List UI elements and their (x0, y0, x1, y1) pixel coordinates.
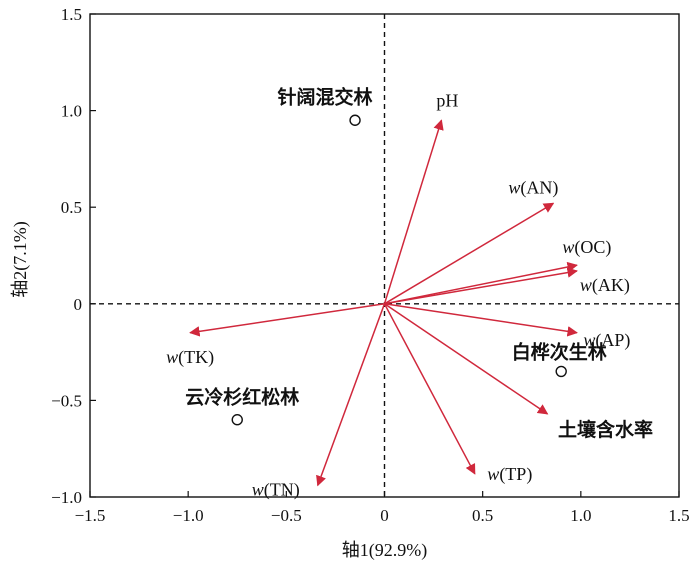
y-tick-label: 0.5 (61, 198, 82, 217)
x-tick-label: 1.0 (570, 506, 591, 525)
vector-label: 土壤含水率 (558, 418, 653, 441)
site-point (231, 414, 243, 426)
vector-arrow (383, 119, 444, 305)
y-axis-title: 轴2(7.1%) (10, 221, 31, 297)
x-tick-label: 1.5 (668, 506, 689, 525)
vector-label: w(OC) (562, 237, 611, 258)
vector-arrow (384, 202, 555, 305)
vector-label: pH (436, 90, 458, 110)
vector-label: w(TP) (487, 464, 532, 485)
vector-arrow (189, 303, 385, 337)
vector-arrow (384, 303, 549, 415)
x-tick-label: −1.0 (173, 506, 204, 525)
x-axis-title: 轴1(92.9%) (342, 540, 427, 561)
vector-arrow (384, 303, 578, 337)
site-label: 针阔混交林 (278, 85, 373, 108)
vector-arrow (383, 303, 476, 475)
y-tick-label: 1.5 (61, 5, 82, 24)
y-tick-label: 0 (74, 295, 83, 314)
vector-arrow (316, 303, 386, 487)
vector-label: w(TK) (166, 347, 214, 368)
site-label: 白桦次生林 (512, 340, 607, 363)
site-label: 云冷杉红松林 (185, 386, 299, 409)
vector-arrow (384, 261, 578, 305)
y-tick-label: −0.5 (51, 391, 82, 410)
x-tick-label: 0 (380, 506, 389, 525)
y-tick-label: −1.0 (51, 488, 82, 507)
x-tick-label: 0.5 (472, 506, 493, 525)
vector-arrow (384, 267, 578, 305)
vector-label: w(AK) (580, 275, 630, 296)
x-tick-label: −1.5 (75, 506, 106, 525)
y-tick-label: 1.0 (61, 102, 82, 121)
vector-label: w(TN) (252, 479, 300, 500)
vector-label: w(AN) (508, 177, 558, 198)
site-point (555, 365, 567, 378)
site-point (349, 114, 361, 126)
x-tick-label: −0.5 (271, 506, 302, 525)
vector-label: w(AP) (583, 330, 630, 351)
